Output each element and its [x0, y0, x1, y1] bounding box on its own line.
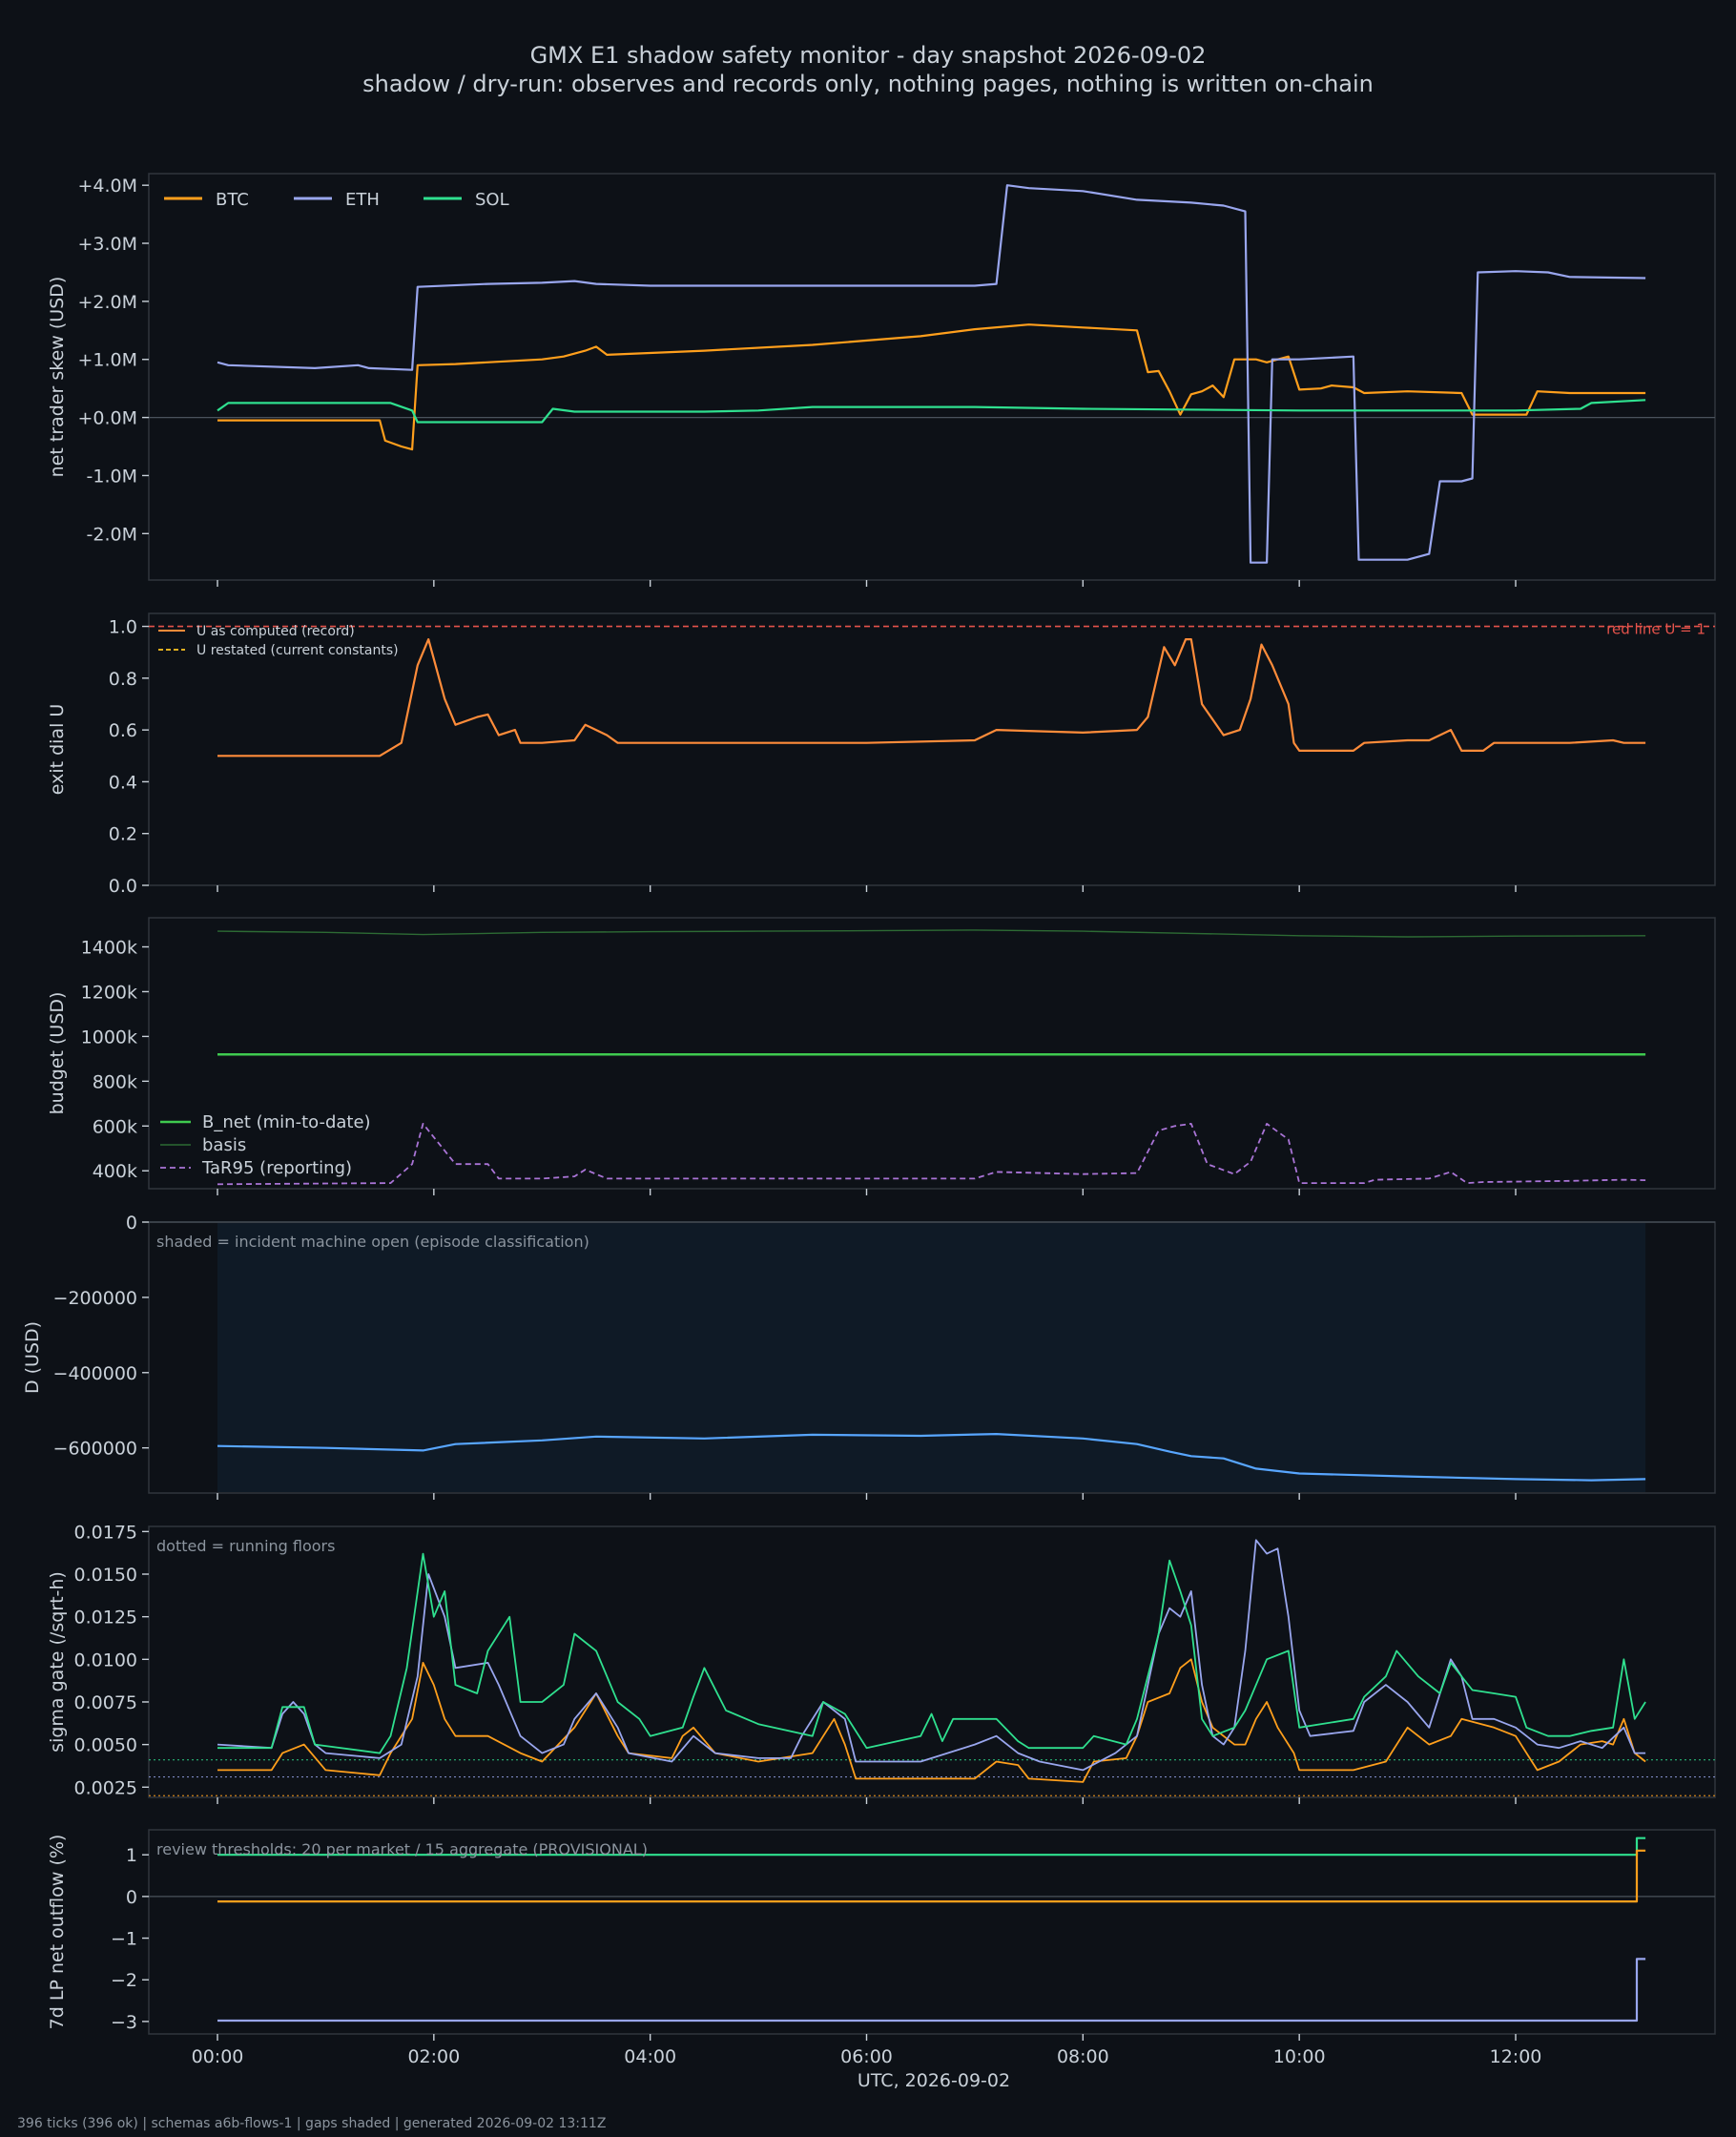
series-line-basis [217, 929, 1646, 938]
series-line-eth [217, 184, 1646, 564]
y-tick-label: +2.0M [77, 292, 137, 313]
y-tick-label: 1000k [81, 1027, 137, 1048]
panel-annotation: dotted = running floors [156, 1537, 335, 1555]
x-tick-label: 12:00 [1490, 2046, 1542, 2067]
legend-label: basis [202, 1135, 246, 1155]
y-tick-label: 0.0100 [74, 1649, 137, 1670]
panel-annotation: shaded = incident machine open (episode … [156, 1233, 589, 1251]
y-axis-label: D (USD) [22, 1321, 43, 1394]
y-tick-label: 800k [93, 1071, 137, 1092]
y-tick-label: 0.2 [109, 824, 137, 845]
y-tick-label: 1.0 [109, 617, 137, 638]
series-line-btc [217, 323, 1646, 451]
legend-label: TaR95 (reporting) [201, 1158, 352, 1178]
legend-label: B_net (min-to-date) [202, 1112, 371, 1132]
y-tick-label: 1 [126, 1845, 137, 1866]
x-tick-label: 00:00 [192, 2046, 244, 2067]
figure-subtitle: shadow / dry-run: observes and records o… [362, 71, 1374, 97]
legend-label: ETH [345, 190, 380, 210]
y-tick-label: +0.0M [77, 408, 137, 429]
series-line-sol [217, 1552, 1646, 1754]
y-tick-label: 0.0125 [74, 1608, 137, 1629]
y-axis-label: net trader skew (USD) [47, 277, 68, 478]
y-axis-label: exit dial U [47, 704, 68, 796]
series-line-btc [217, 1849, 1646, 1903]
series-line-btc [217, 1658, 1646, 1783]
y-tick-label: +4.0M [77, 176, 137, 197]
legend-label: SOL [475, 190, 509, 210]
series-line-sol [217, 399, 1646, 424]
legend-label: U restated (current constants) [196, 643, 399, 658]
y-tick-label: −3 [111, 2012, 137, 2033]
legend-label: U as computed (record) [196, 624, 355, 639]
y-axis-label: budget (USD) [47, 992, 68, 1115]
x-tick-label: 10:00 [1273, 2046, 1326, 2067]
panel-frame [148, 1525, 1716, 1798]
series-line-eth [217, 1539, 1646, 1772]
y-tick-label: 0.4 [109, 772, 137, 793]
y-tick-label: −600000 [53, 1439, 137, 1460]
panel-sigma_gate: 0.0025 0.0050 0.0075 0.0100 0.0125 0.0150 0.01… [47, 1522, 1716, 1804]
panel-frame [148, 173, 1716, 581]
y-tick-label: 0.0050 [74, 1735, 137, 1756]
x-axis-label: UTC, 2026-09-02 [858, 2070, 1010, 2091]
y-tick-label: -2.0M [87, 524, 137, 545]
red-line-label: red line U = 1 [1606, 621, 1705, 638]
panel-frame [148, 1829, 1716, 2035]
y-tick-label: 0 [126, 1887, 137, 1908]
x-tick-label: 06:00 [840, 2046, 893, 2067]
y-tick-label: −2 [111, 1970, 137, 1991]
y-tick-label: 0.0075 [74, 1692, 137, 1713]
panel-annotation: review thresholds: 20 per market / 15 ag… [156, 1840, 648, 1858]
incident-shade [217, 1223, 1646, 1492]
y-tick-label: −200000 [53, 1288, 137, 1309]
y-tick-label: 0.0025 [74, 1777, 137, 1798]
y-tick-label: 0 [126, 1213, 137, 1234]
figure-footer: 396 ticks (396 ok) | schemas a6b-flows-1… [17, 2116, 606, 2131]
y-tick-label: 0.0 [109, 876, 137, 897]
y-tick-label: +1.0M [77, 350, 137, 371]
y-axis-label: sigma gate (/sqrt-h) [47, 1571, 68, 1753]
panel-drawdown: 0 −200000 −400000 −600000 D (USD) shaded = in… [22, 1213, 1716, 1500]
figure-title: GMX E1 shadow safety monitor - day snaps… [530, 42, 1207, 69]
x-tick-label: 02:00 [407, 2046, 460, 2067]
panel-exit_dial: red line U = 1 0.0 0.2 0.4 0.6 0.8 1.0 exit dia… [47, 612, 1716, 897]
legend-label: BTC [216, 190, 249, 210]
y-tick-label: 0.6 [109, 720, 137, 741]
y-tick-label: -1.0M [87, 466, 137, 487]
panel-skew: -2.0M -1.0M +0.0M +1.0M +2.0M +3.0M +4.0M net t… [47, 173, 1716, 587]
series-line-eth [217, 1958, 1646, 2023]
y-tick-label: 600k [93, 1116, 137, 1137]
y-tick-label: +3.0M [77, 234, 137, 255]
y-tick-label: 0.0150 [74, 1565, 137, 1586]
y-tick-label: −1 [111, 1929, 137, 1950]
y-tick-label: 1400k [81, 938, 137, 959]
y-tick-label: 400k [93, 1161, 137, 1182]
panel-frame [148, 612, 1716, 886]
panel-lp_outflow: −3 −2 −1 0 1 00:00 02:00 04:00 06:00 08:00 10:00 12… [47, 1829, 1716, 2067]
x-tick-label: 04:00 [624, 2046, 676, 2067]
series-line-d [217, 1432, 1646, 1482]
series-line-u-as-computed-record [217, 637, 1646, 757]
y-tick-label: 0.0175 [74, 1522, 137, 1543]
series-line-tar95-reporting [217, 1123, 1646, 1186]
y-tick-label: 0.8 [109, 669, 137, 690]
y-tick-label: −400000 [53, 1363, 137, 1384]
y-axis-label: 7d LP net outflow (%) [47, 1835, 68, 2030]
panel-budget: 400k 600k 800k 1000k 1200k 1400k budget (USD) B… [47, 917, 1716, 1195]
x-tick-label: 08:00 [1057, 2046, 1109, 2067]
chart-panels: -2.0M -1.0M +0.0M +1.0M +2.0M +3.0M +4.0M net t… [22, 173, 1716, 2067]
y-tick-label: 1200k [81, 982, 137, 1003]
